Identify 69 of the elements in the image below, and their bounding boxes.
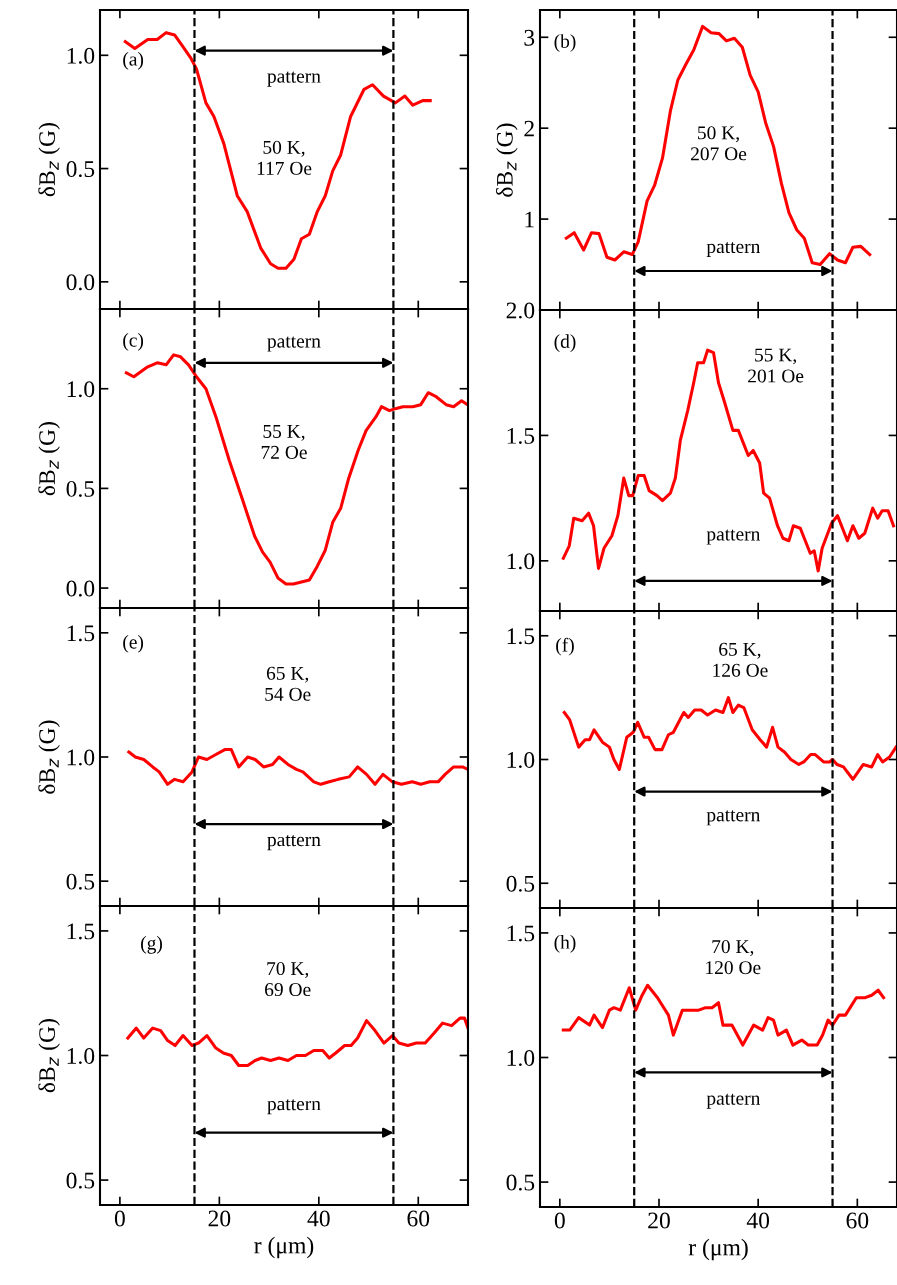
- annotation: pattern: [706, 241, 761, 258]
- line-series: [124, 353, 468, 586]
- annotation: 65 K, 126 Oe: [713, 642, 768, 677]
- text: (f): [556, 637, 574, 656]
- y-tick-label: 1.0: [507, 1049, 535, 1067]
- annotation: pattern: [267, 835, 321, 851]
- x-axis-title: r (μm): [688, 1238, 748, 1261]
- y-tick-label: 0.5: [66, 873, 95, 890]
- y-tick-label: 1.5: [507, 428, 535, 444]
- text: (e): [123, 634, 144, 653]
- y-tick-label: 1.0: [67, 47, 95, 64]
- y-tick-label: 0.5: [66, 161, 95, 178]
- text: (a): [123, 52, 144, 70]
- x-tick-label: 40: [746, 1212, 770, 1229]
- y-tick-label: 0.0: [66, 580, 95, 597]
- text: (g): [141, 936, 162, 954]
- annotation: pattern: [706, 810, 761, 826]
- y-axis-title: δB$_{z}$ (G): [38, 1019, 60, 1093]
- annotation: 55 K, 201 Oe: [748, 348, 804, 383]
- annotation: pattern: [267, 71, 321, 87]
- x-tick-label: 20: [648, 1212, 670, 1229]
- text: (h): [554, 935, 576, 953]
- text: (c): [123, 333, 144, 351]
- y-axis-title: δB$_{z}$ (G): [38, 720, 60, 794]
- y-tick-label: 1.0: [67, 749, 95, 766]
- y-axis-title: δB$_{z}$ (G): [496, 123, 518, 197]
- y-tick-label: 1.5: [67, 625, 95, 642]
- annotation: 55 K, 72 Oe: [261, 424, 307, 459]
- annotation: pattern: [267, 336, 321, 352]
- annotation: 50 K, 117 Oe: [257, 140, 312, 175]
- x-tick-label: 60: [407, 1210, 430, 1227]
- text: (b): [554, 34, 576, 52]
- y-axis-title: δB$_{z}$ (G): [38, 422, 60, 496]
- y-tick-label: 1.5: [67, 923, 95, 940]
- y-tick-label: 1.0: [67, 1047, 95, 1065]
- line-series: [562, 696, 897, 781]
- y-tick-label: 2: [524, 120, 534, 137]
- y-tick-label: 1.0: [507, 751, 535, 769]
- x-tick-label: 60: [846, 1212, 869, 1229]
- line-series: [561, 983, 886, 1047]
- y-tick-label: 1.0: [507, 553, 535, 570]
- y-tick-label: 2.0: [506, 302, 535, 319]
- annotation: 65 K, 54 Oe: [265, 666, 311, 701]
- x-axis-title: r (μm): [254, 1236, 314, 1259]
- line-series: [126, 1016, 468, 1067]
- annotation: 70 K, 69 Oe: [265, 961, 311, 997]
- y-tick-label: 1.5: [507, 628, 535, 645]
- y-tick-label: 3: [524, 29, 535, 46]
- x-tick-label: 20: [208, 1210, 231, 1227]
- y-axis-title: δB$_{z}$ (G): [38, 123, 60, 197]
- x-tick-label: 0: [114, 1210, 125, 1227]
- y-tick-label: 0.5: [506, 1174, 535, 1191]
- text: (d): [554, 334, 576, 352]
- x-tick-label: 40: [307, 1210, 330, 1227]
- y-tick-label: 0.5: [66, 480, 95, 497]
- line-series: [123, 31, 432, 270]
- x-tick-label: 0: [554, 1212, 565, 1229]
- y-tick-label: 1.0: [67, 381, 95, 398]
- annotation: 70 K, 120 Oe: [706, 940, 761, 975]
- annotation: 50 K, 207 Oe: [691, 126, 747, 161]
- y-tick-label: 0.0: [66, 274, 95, 291]
- y-tick-label: 1: [525, 211, 534, 228]
- y-tick-label: 1.5: [507, 925, 535, 942]
- annotation: pattern: [267, 1099, 321, 1115]
- y-tick-label: 0.5: [66, 1172, 95, 1189]
- line-series: [127, 748, 468, 786]
- y-tick-label: 0.5: [506, 875, 535, 892]
- annotation: pattern: [706, 1093, 761, 1109]
- annotation: pattern: [706, 529, 761, 545]
